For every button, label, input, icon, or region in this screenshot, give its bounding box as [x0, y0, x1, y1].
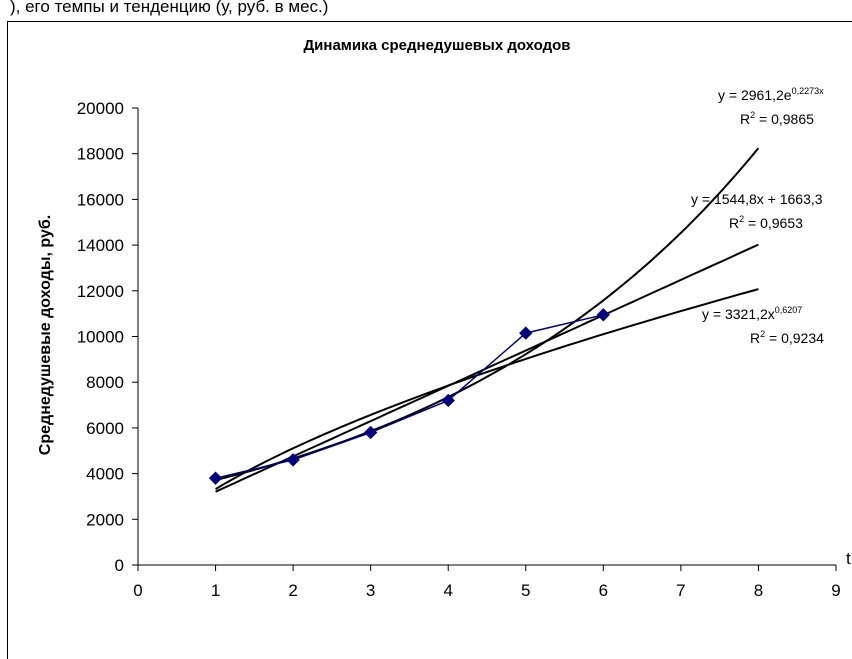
x-tick-label: 9 — [831, 581, 840, 600]
x-tick-label: 7 — [676, 581, 685, 600]
x-axis-label: t — [846, 549, 851, 568]
data-point — [596, 308, 611, 322]
chart-title: Динамика среднедушевых доходов — [304, 37, 571, 54]
data-point — [519, 326, 533, 340]
x-tick-label: 1 — [211, 581, 220, 600]
trendline-exponential — [215, 147, 760, 482]
y-tick-label: 2000 — [86, 510, 124, 529]
y-tick-label: 4000 — [86, 465, 124, 484]
y-tick-label: 10000 — [77, 328, 124, 347]
y-axis-label: Среднедушевые доходы, руб. — [37, 215, 54, 455]
x-tick-label: 3 — [366, 581, 375, 600]
x-tick-label: 0 — [133, 581, 142, 600]
chart-area-border — [7, 21, 852, 659]
y-tick-label: 0 — [115, 556, 124, 575]
y-tick-label: 20000 — [77, 99, 124, 118]
equation-exponential: y = 2961,2e0,2273x — [718, 86, 824, 103]
y-axis-ticks: 0 2000 4000 6000 8000 10000 12000 14000 16000 180… — [77, 99, 138, 575]
data-series — [208, 308, 611, 485]
data-point — [208, 471, 223, 485]
series-line — [215, 314, 604, 479]
equation-linear: y = 1544,8x + 1663,3 — [691, 191, 823, 207]
x-tick-label: 2 — [288, 581, 297, 600]
trend-equations: y = 2961,2e0,2273x R2 = 0,9865 y = 1544,… — [691, 86, 824, 346]
data-point — [363, 425, 378, 440]
x-tick-label: 8 — [754, 581, 763, 600]
x-tick-label: 6 — [599, 581, 608, 600]
y-tick-label: 8000 — [86, 373, 124, 392]
x-tick-label: 5 — [521, 581, 530, 600]
r-squared-exponential: R2 = 0,9865 — [740, 110, 814, 127]
r-squared-linear: R2 = 0,9653 — [729, 214, 803, 231]
r-squared-power: R2 = 0,9234 — [750, 329, 824, 346]
y-tick-label: 14000 — [77, 236, 124, 255]
data-point — [441, 393, 455, 408]
x-tick-label: 4 — [443, 581, 452, 600]
trendlines — [215, 147, 760, 493]
trendline-linear — [215, 243, 759, 493]
trendline-power — [215, 288, 759, 490]
x-axis-ticks: 0 1 2 3 4 5 6 7 8 9 — [133, 565, 841, 600]
y-tick-label: 18000 — [77, 145, 124, 164]
equation-power: y = 3321,2x0,6207 — [702, 305, 802, 322]
header-fragment: ), его темпы и тенденцию (у, руб. в мес.… — [10, 0, 328, 16]
y-tick-label: 16000 — [77, 190, 124, 209]
data-point — [286, 453, 300, 467]
y-tick-label: 12000 — [77, 282, 124, 301]
y-tick-label: 6000 — [86, 419, 124, 438]
